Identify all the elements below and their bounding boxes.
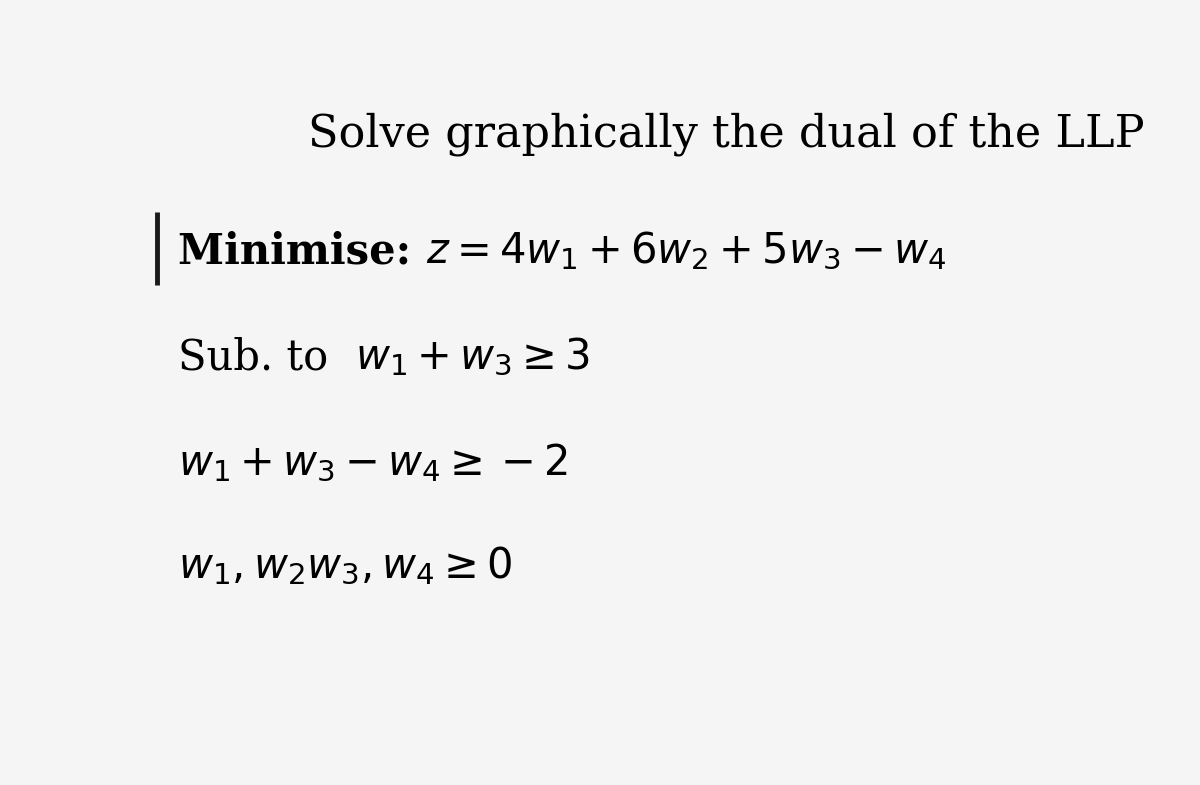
Text: Sub. to: Sub. to [178, 336, 355, 378]
Text: Minimise:: Minimise: [178, 230, 426, 272]
Text: $z=4w_1+6w_2+5w_3-w_4$: $z=4w_1+6w_2+5w_3-w_4$ [426, 230, 946, 272]
Text: $w_1+w_3\geq3$: $w_1+w_3\geq3$ [355, 336, 589, 378]
Text: Solve graphically the dual of the LLP: Solve graphically the dual of the LLP [308, 112, 1145, 156]
Text: $w_1,w_2w_3,w_4\geq0$: $w_1,w_2w_3,w_4\geq0$ [178, 545, 512, 586]
Text: $w_1+w_3-w_4\geq-2$: $w_1+w_3-w_4\geq-2$ [178, 442, 568, 484]
